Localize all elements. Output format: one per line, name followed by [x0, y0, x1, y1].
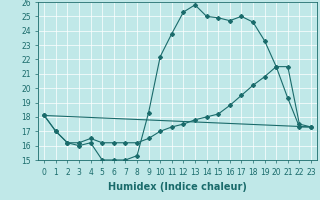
X-axis label: Humidex (Indice chaleur): Humidex (Indice chaleur) [108, 182, 247, 192]
